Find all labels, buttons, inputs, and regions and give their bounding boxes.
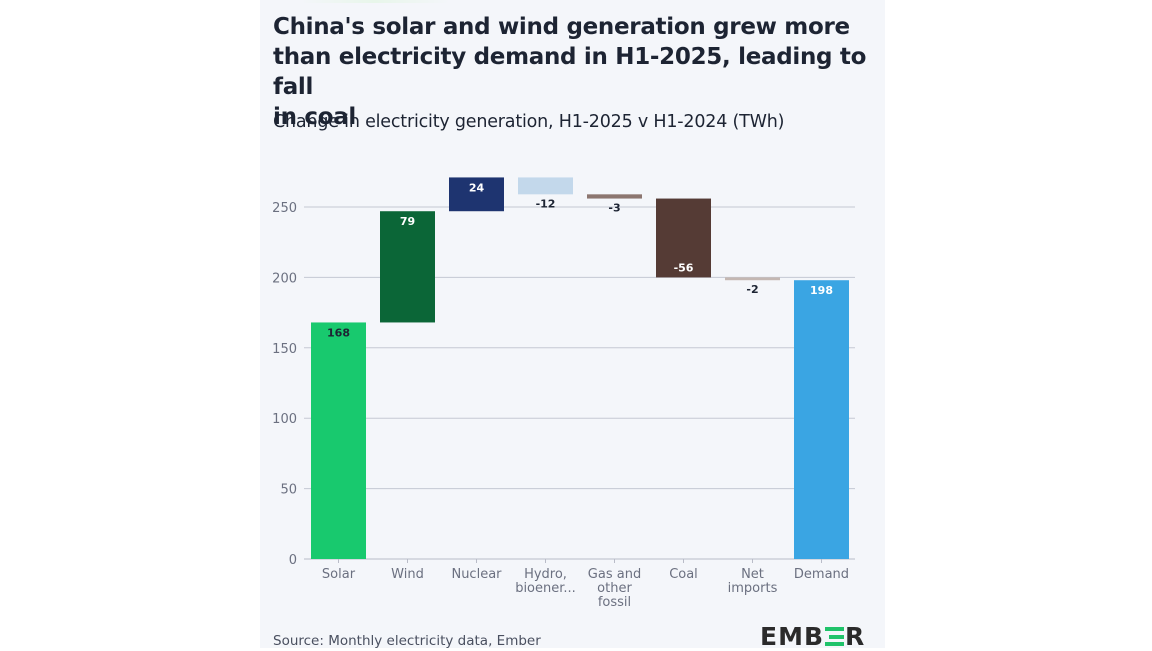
x-tick-label: Solar [322,567,356,582]
x-tick-label: Demand [794,567,849,582]
data-label: 79 [400,215,415,228]
y-tick-label: 150 [272,342,297,357]
ember-logo: EMB R [760,622,866,651]
chart-subtitle: Change in electricity generation, H1-202… [273,112,785,132]
source-note: Source: Monthly electricity data, Ember [273,633,541,649]
bar-gas-and-other-fossil [587,194,642,199]
data-label: 198 [810,284,833,297]
bar-coal [656,198,711,278]
data-label: -56 [674,261,694,274]
bar-demand [794,280,849,559]
y-tick-label: 50 [280,483,297,498]
bar-nuclear [449,177,504,212]
chart-title-line: China's solar and wind generation grew m… [273,14,850,40]
data-label: -2 [746,283,758,296]
top-strip [300,0,450,3]
x-tick-label: imports [728,581,778,596]
data-label: -3 [608,202,620,215]
y-tick-label: 200 [272,271,297,286]
data-label: 168 [327,326,350,339]
x-tick-label: fossil [598,595,631,610]
x-tick-label: Net [741,567,764,582]
x-tick-label: bioener... [515,581,576,596]
x-tick-label: Wind [391,567,424,582]
data-label: 24 [469,181,485,194]
x-tick-label: other [597,581,632,596]
bar-hydro-bioener [518,177,573,195]
chart-title-line: in coal [273,104,357,130]
x-tick-label: Nuclear [451,567,502,582]
y-tick-label: 0 [289,553,297,568]
bar-net-imports [725,277,780,281]
x-tick-label: Coal [669,567,698,582]
bar-solar [311,322,366,559]
logo-e-glyph [825,627,845,646]
bar-wind [380,211,435,323]
y-tick-label: 100 [272,412,297,427]
chart-title: China's solar and wind generation grew m… [273,12,873,132]
y-tick-label: 250 [272,201,297,216]
x-tick-label: Hydro, [524,567,567,582]
x-tick-label: Gas and [588,567,641,582]
chart-title-line: than electricity demand in H1-2025, lead… [273,44,867,100]
data-label: -12 [536,197,556,210]
